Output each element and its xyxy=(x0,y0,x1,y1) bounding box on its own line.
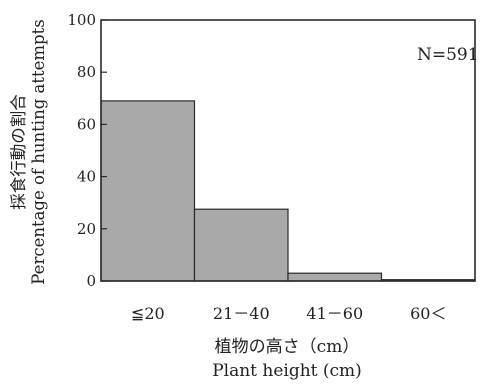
y-tick-label-0: 0 xyxy=(86,272,96,290)
x-categories-group: ≦20 21－40 41－60 60＜ xyxy=(131,304,447,323)
y-tick-label-100: 100 xyxy=(67,11,96,29)
bar-2 xyxy=(193,208,289,282)
y-tick-label-40: 40 xyxy=(77,168,96,186)
x-axis-title-en: Plant height (cm) xyxy=(212,361,362,381)
y-axis-title-jp: 採食行動の割合 xyxy=(9,94,28,210)
bars-group xyxy=(100,100,476,282)
y-tick-label-20: 20 xyxy=(77,220,96,238)
y-tick-label-60: 60 xyxy=(77,115,96,133)
x-category-label-1: ≦20 xyxy=(131,304,165,323)
x-category-label-2: 21－40 xyxy=(213,304,270,323)
y-tick-label-80: 80 xyxy=(77,63,96,81)
y-ticks-group: 0 20 40 60 80 100 xyxy=(67,11,107,290)
bar-3 xyxy=(287,272,383,282)
x-category-label-4: 60＜ xyxy=(410,304,446,323)
plot-frame xyxy=(100,19,476,282)
sample-size-annotation: N=591 xyxy=(417,45,479,65)
x-axis-title-jp: 植物の高さ（cm） xyxy=(215,337,360,357)
y-axis-title-en: Percentage of hunting attempts xyxy=(29,19,48,284)
x-category-label-3: 41－60 xyxy=(306,304,363,323)
bar-1 xyxy=(100,100,196,282)
